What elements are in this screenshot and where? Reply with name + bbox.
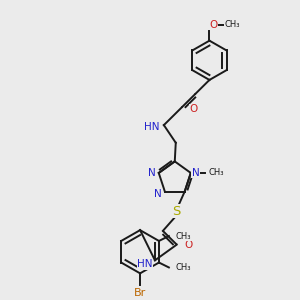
Text: Br: Br bbox=[134, 288, 146, 298]
Text: CH₃: CH₃ bbox=[209, 169, 224, 178]
Text: N: N bbox=[192, 168, 200, 178]
Text: O: O bbox=[184, 240, 193, 250]
Text: CH₃: CH₃ bbox=[176, 263, 191, 272]
Text: CH₃: CH₃ bbox=[176, 232, 191, 241]
Text: N: N bbox=[148, 168, 156, 178]
Text: O: O bbox=[190, 104, 198, 114]
Text: HN: HN bbox=[144, 122, 160, 132]
Text: N: N bbox=[154, 189, 162, 199]
Text: S: S bbox=[172, 205, 181, 218]
Text: HN: HN bbox=[137, 259, 153, 269]
Text: O: O bbox=[209, 20, 217, 30]
Text: CH₃: CH₃ bbox=[224, 20, 240, 29]
